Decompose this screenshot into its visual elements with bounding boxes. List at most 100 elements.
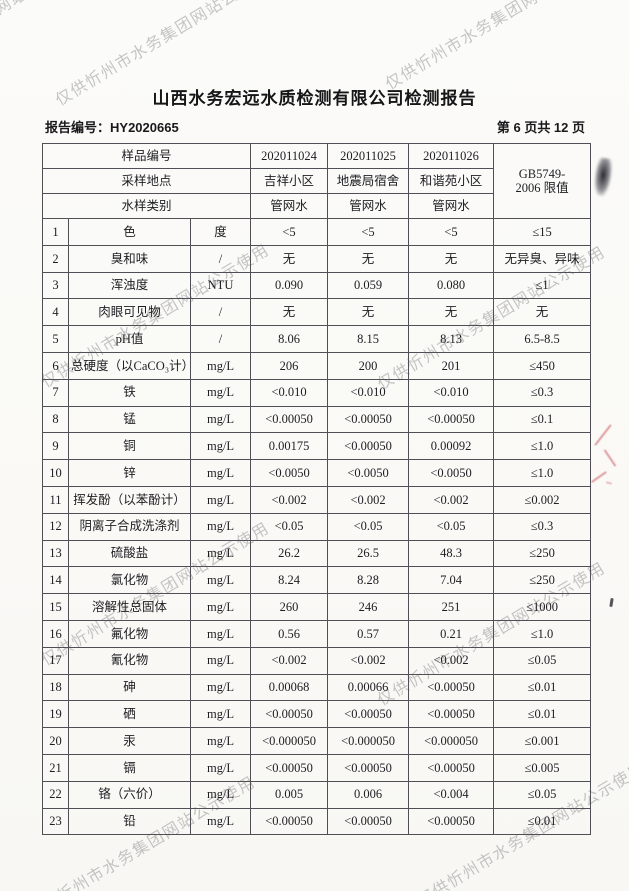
water-type-2: 管网水 bbox=[327, 193, 410, 219]
value-sample-1: <0.002 bbox=[250, 646, 329, 675]
row-number: 1 bbox=[42, 218, 69, 246]
location-2: 地震局宿舍 bbox=[327, 168, 410, 194]
limit-value: ≤1.0 bbox=[493, 432, 592, 461]
water-quality-table: 样品编号 202011024 202011025 202011026 GB574… bbox=[41, 143, 592, 836]
value-sample-2: <0.00050 bbox=[327, 753, 410, 782]
table-row: 1 色度 <5 <5 <5 ≤15 bbox=[42, 218, 592, 246]
value-sample-2: <0.00050 bbox=[327, 807, 410, 836]
value-sample-3: 0.00092 bbox=[408, 432, 495, 461]
param-unit: mg/L bbox=[189, 593, 252, 621]
value-sample-2: <0.00050 bbox=[327, 432, 410, 461]
limit-value: ≤0.05 bbox=[493, 646, 592, 675]
value-sample-2: <0.00050 bbox=[327, 405, 410, 434]
param-name: 肉眼可见物 bbox=[68, 298, 191, 327]
table-row: 14 氯化物 mg/L 8.24 8.28 7.04 ≤250 bbox=[42, 566, 592, 595]
value-sample-2: <0.002 bbox=[327, 485, 410, 514]
row-number: 19 bbox=[42, 700, 69, 729]
param-name: 总硬度（以CaCO₃计） bbox=[68, 351, 191, 380]
header-row-sample-no: 样品编号 202011024 202011025 202011026 GB574… bbox=[41, 143, 592, 219]
table-row: 6 总硬度（以CaCO₃计） mg/L 206 200 201 ≤450 bbox=[42, 351, 592, 380]
header-row-water-type: 水样类别 管网水 管网水 管网水 bbox=[41, 193, 591, 219]
row-number: 17 bbox=[42, 646, 69, 675]
limit-value: ≤0.1 bbox=[493, 405, 592, 434]
row-number: 23 bbox=[42, 807, 69, 836]
report-number: 报告编号：HY2020665 bbox=[45, 117, 179, 136]
param-name: 铁 bbox=[68, 378, 191, 407]
limit-value: ≤1 bbox=[493, 271, 592, 300]
row-number: 16 bbox=[42, 619, 69, 648]
value-sample-1: <0.05 bbox=[250, 512, 329, 541]
value-sample-3: <0.010 bbox=[408, 378, 495, 407]
limit-value: ≤1.0 bbox=[493, 459, 592, 487]
value-sample-1: 8.24 bbox=[250, 566, 329, 595]
value-sample-3: <0.0050 bbox=[408, 459, 495, 487]
value-sample-2: 26.5 bbox=[327, 539, 410, 568]
value-sample-1: 无 bbox=[250, 298, 329, 327]
limit-value: 无异臭、异味 bbox=[493, 244, 592, 273]
value-sample-2: 8.15 bbox=[327, 325, 410, 353]
value-sample-3: 201 bbox=[408, 351, 495, 380]
value-sample-1: 0.005 bbox=[250, 780, 329, 809]
param-unit: 度 bbox=[189, 218, 252, 246]
param-unit: mg/L bbox=[189, 539, 252, 568]
param-unit: mg/L bbox=[189, 566, 252, 595]
table-row: 22 铬（六价） mg/L 0.005 0.006 <0.004 ≤0.05 bbox=[42, 780, 592, 809]
value-sample-3: <0.002 bbox=[408, 646, 495, 675]
value-sample-2: 0.006 bbox=[327, 780, 410, 809]
limit-value: ≤0.01 bbox=[493, 807, 592, 836]
value-sample-3: <0.00050 bbox=[408, 673, 495, 702]
value-sample-3: <0.00050 bbox=[408, 700, 495, 729]
param-name: 砷 bbox=[68, 673, 191, 702]
row-number: 9 bbox=[42, 432, 69, 461]
row-number: 4 bbox=[42, 298, 69, 327]
row-number: 18 bbox=[42, 673, 69, 702]
value-sample-1: 无 bbox=[250, 244, 329, 273]
value-sample-3: 8.13 bbox=[408, 325, 495, 353]
value-sample-2: 0.57 bbox=[327, 619, 410, 648]
value-sample-3: 无 bbox=[408, 244, 495, 273]
param-unit: mg/L bbox=[189, 378, 252, 407]
table-row: 11 挥发酚（以苯酚计） mg/L <0.002 <0.002 <0.002 ≤0.002 bbox=[42, 485, 592, 514]
param-name: 浑浊度 bbox=[68, 271, 191, 300]
sample-no-1: 202011024 bbox=[250, 143, 329, 169]
param-unit: mg/L bbox=[189, 646, 252, 675]
watermark-text: 仅供忻州市水务集团网站公示使用 bbox=[382, 0, 617, 94]
table-row: 15 溶解性总固体 mg/L 260 246 251 ≤1000 bbox=[42, 593, 592, 621]
limit-value: ≤0.3 bbox=[493, 512, 592, 541]
value-sample-1: 0.090 bbox=[250, 271, 329, 300]
param-unit: mg/L bbox=[189, 351, 252, 380]
table-row: 20 汞 mg/L <0.000050 <0.000050 <0.000050 ≤0.001 bbox=[42, 727, 592, 755]
row-number: 15 bbox=[42, 593, 69, 621]
param-unit: / bbox=[189, 244, 252, 273]
limit-value: 6.5-8.5 bbox=[493, 325, 592, 353]
value-sample-3: 无 bbox=[408, 298, 495, 327]
row-number: 5 bbox=[42, 325, 69, 353]
table-row: 16 氟化物 mg/L 0.56 0.57 0.21 ≤1.0 bbox=[42, 619, 592, 648]
row-number: 3 bbox=[42, 271, 69, 300]
param-name: 铅 bbox=[68, 807, 191, 836]
row-number: 13 bbox=[42, 539, 69, 568]
report-number-value: HY2020665 bbox=[110, 120, 179, 135]
row-number: 20 bbox=[42, 727, 69, 755]
value-sample-3: 251 bbox=[408, 593, 495, 621]
param-name: 锌 bbox=[68, 459, 191, 487]
value-sample-2: <5 bbox=[327, 218, 410, 246]
param-name: 氯化物 bbox=[68, 566, 191, 595]
row-number: 21 bbox=[42, 753, 69, 782]
table-row: 9 铜 mg/L 0.00175 <0.00050 0.00092 ≤1.0 bbox=[42, 432, 592, 461]
param-name: 汞 bbox=[68, 727, 191, 755]
limit-standard-line2: 2006 限值 bbox=[515, 181, 569, 195]
limit-standard-header: GB5749- 2006 限值 bbox=[493, 143, 592, 219]
param-name: 铬（六价） bbox=[68, 780, 191, 809]
limit-value: ≤1000 bbox=[493, 593, 592, 621]
value-sample-3: <0.05 bbox=[408, 512, 495, 541]
param-name: 镉 bbox=[68, 753, 191, 782]
limit-value: ≤0.005 bbox=[493, 753, 592, 782]
param-name: 阴离子合成洗涤剂 bbox=[68, 512, 191, 541]
row-number: 7 bbox=[42, 378, 69, 407]
param-name: pH值 bbox=[68, 325, 191, 353]
param-unit: mg/L bbox=[189, 432, 252, 461]
param-name: 溶解性总固体 bbox=[68, 593, 191, 621]
value-sample-3: <0.000050 bbox=[408, 727, 495, 755]
value-sample-1: <5 bbox=[250, 218, 329, 246]
